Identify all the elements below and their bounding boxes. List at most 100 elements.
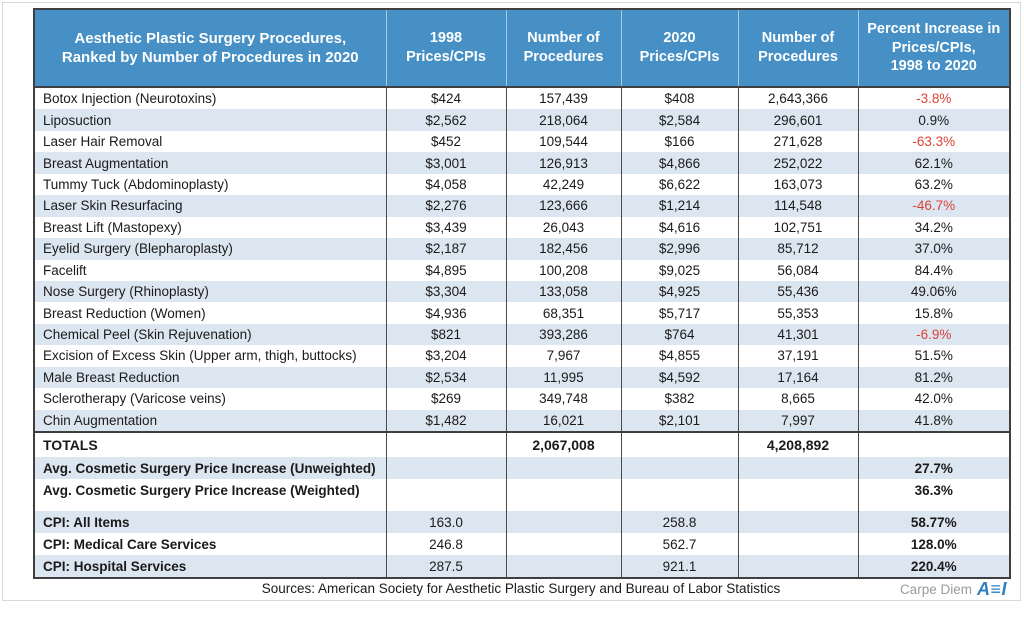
price-2020-cell: $6,622 (620, 173, 738, 196)
procedures-1998-cell: 100,208 (505, 259, 621, 281)
column-header-procedures-2020: Number of Procedures (737, 9, 858, 88)
price-2020-cell: $382 (620, 388, 738, 410)
price-1998-cell: $4,895 (385, 259, 506, 281)
table-row: Breast Lift (Mastopexy) $3,439 26,043 $4,61… (34, 216, 1010, 239)
empty-cell (505, 555, 621, 578)
procedure-cell: Facelift (43, 262, 87, 278)
price-1998-cell: $424 (385, 87, 506, 110)
procedures-1998-cell: 349,748 (505, 388, 621, 410)
totals-empty-cell (620, 431, 738, 457)
cpi-all-items-2020: 258.8 (620, 511, 738, 533)
header-row: Aesthetic Plastic Surgery Procedures, Ra… (34, 9, 1010, 88)
avg-weighted-row: Avg. Cosmetic Surgery Price Increase (We… (34, 479, 1010, 501)
column-header-procedures-1998: Number of Procedures (505, 9, 621, 88)
procedure-cell: Tummy Tuck (Abdominoplasty) (43, 176, 229, 192)
totals-row: TOTALS 2,067,008 4,208,892 (34, 431, 1010, 457)
cpi-medical-label: CPI: Medical Care Services (43, 536, 217, 552)
table-row: Liposuction $2,562 218,064 $2,584 296,601 0.9… (34, 109, 1010, 131)
procedures-1998-cell: 42,249 (505, 173, 621, 196)
price-1998-cell: $2,276 (385, 195, 506, 217)
cpi-hospital-1998: 287.5 (385, 555, 506, 578)
footer-bar: Sources: American Society for Aesthetic … (33, 578, 1009, 602)
cpi-all-items-pct: 58.77% (857, 511, 1010, 533)
price-2020-cell: $408 (620, 87, 738, 110)
sources-text: Sources: American Society for Aesthetic … (261, 581, 781, 596)
carpe-diem-label: Carpe Diem (899, 581, 972, 597)
empty-cell (737, 511, 858, 533)
procedures-2020-cell: 7,997 (737, 409, 858, 432)
price-2020-cell: $4,616 (620, 216, 738, 239)
price-2020-cell: $764 (620, 323, 738, 346)
pct-change-cell: -46.7% (857, 195, 1010, 217)
procedures-1998-cell: 126,913 (505, 152, 621, 174)
procedures-1998-cell: 393,286 (505, 323, 621, 346)
table-row: Tummy Tuck (Abdominoplasty) $4,058 42,249 $… (34, 173, 1010, 196)
cpi-all-items-label: CPI: All Items (34, 511, 386, 533)
cpi-hospital-pct: 220.4% (857, 555, 1010, 578)
procedures-2020-cell: 85,712 (737, 238, 858, 260)
cpi-medical-1998: 246.8 (385, 533, 506, 555)
price-2020-cell: $9,025 (620, 259, 738, 281)
table-row: Laser Hair Removal $452 109,544 $166 271,628… (34, 130, 1010, 153)
cpi-hospital-label: CPI: Hospital Services (34, 555, 386, 578)
procedures-1998-cell: 133,058 (505, 280, 621, 303)
procedure-cell: Chemical Peel (Skin Rejuvenation) (34, 323, 386, 346)
cpi-hospital-row: CPI: Hospital Services 287.5 921.1 220.4… (34, 555, 1010, 578)
totals-empty-cell (385, 431, 506, 457)
procedures-1998-cell: 157,439 (505, 87, 621, 110)
procedures-1998-cell: 7,967 (505, 345, 621, 367)
empty-cell (385, 501, 506, 511)
table-row: Botox Injection (Neurotoxins) $424 157,439… (34, 87, 1010, 110)
price-1998-cell: $2,534 (385, 366, 506, 389)
pct-change-cell: -3.8% (857, 87, 1010, 110)
pct-change-cell: 51.5% (857, 345, 1010, 367)
avg-unweighted-row: Avg. Cosmetic Surgery Price Increase (Un… (34, 457, 1010, 479)
procedures-1998-cell: 26,043 (505, 216, 621, 239)
pct-change-cell: 0.9% (857, 109, 1010, 131)
pct-change-cell: 81.2% (857, 366, 1010, 389)
price-2020-cell: $2,584 (620, 109, 738, 131)
procedures-2020-cell: 102,751 (737, 216, 858, 239)
empty-cell (620, 457, 738, 479)
price-1998-cell: $3,204 (385, 345, 506, 367)
empty-cell (620, 501, 738, 511)
cpi-all-items-row: CPI: All Items 163.0 258.8 58.77% (34, 511, 1010, 533)
cpi-hospital-2020: 921.1 (620, 555, 738, 578)
procedure-cell: Sclerotherapy (Varicose veins) (43, 391, 226, 407)
table-row: Eyelid Surgery (Blepharoplasty) $2,187 182… (34, 238, 1010, 260)
cpi-all-items-1998: 163.0 (385, 511, 506, 533)
procedure-cell: Liposuction (34, 109, 386, 131)
pct-change-cell: -6.9% (857, 323, 1010, 346)
price-2020-cell: $2,101 (620, 409, 738, 432)
price-2020-cell: $2,996 (620, 238, 738, 260)
price-1998-cell: $452 (385, 130, 506, 153)
carpe-diem-aei-logo: Carpe Diem A≡I (900, 580, 1007, 598)
totals-procedures-2020: 4,208,892 (737, 431, 858, 457)
procedures-2020-cell: 55,353 (737, 302, 858, 324)
empty-cell (857, 501, 1010, 511)
table-row: Nose Surgery (Rhinoplasty) $3,304 133,058 $… (34, 280, 1010, 303)
pct-change-cell: 63.2% (857, 173, 1010, 196)
empty-cell (737, 457, 858, 479)
aei-logo-icon: A≡I (976, 579, 1007, 599)
price-1998-cell: $2,562 (385, 109, 506, 131)
table-row: Breast Augmentation $3,001 126,913 $4,866 25… (34, 152, 1010, 174)
empty-cell (505, 533, 621, 555)
procedures-2020-cell: 55,436 (737, 280, 858, 303)
procedures-2020-cell: 296,601 (737, 109, 858, 131)
empty-cell (505, 501, 621, 511)
cpi-medical-row: CPI: Medical Care Services 246.8 562.7 1… (34, 533, 1010, 555)
procedures-2020-cell: 56,084 (737, 259, 858, 281)
avg-unweighted-pct: 27.7% (857, 457, 1010, 479)
price-1998-cell: $2,187 (385, 238, 506, 260)
pct-change-cell: 37.0% (857, 238, 1010, 260)
procedure-cell: Botox Injection (Neurotoxins) (43, 91, 217, 107)
table-row: Male Breast Reduction $2,534 11,995 $4,592 1… (34, 366, 1010, 389)
empty-cell (737, 555, 858, 578)
empty-cell (385, 479, 506, 501)
empty-cell (385, 457, 506, 479)
spacer-row (34, 501, 1010, 511)
procedures-2020-cell: 163,073 (737, 173, 858, 196)
table-row: Sclerotherapy (Varicose veins) $269 349,74… (34, 388, 1010, 410)
cpi-medical-pct: 128.0% (857, 533, 1010, 555)
